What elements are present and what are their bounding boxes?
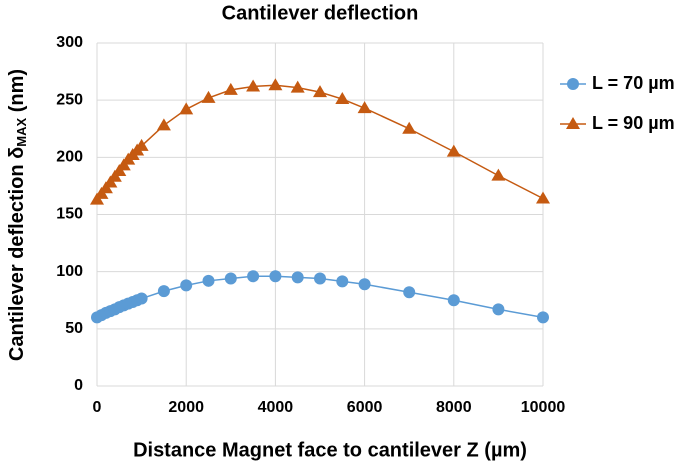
data-point — [491, 168, 506, 181]
data-point — [536, 191, 550, 204]
data-point — [202, 274, 215, 287]
data-point — [157, 285, 170, 298]
x-axis-label: Distance Magnet face to cantilever Z (µm… — [133, 439, 527, 461]
y-tick-label: 150 — [56, 206, 83, 223]
data-point — [247, 270, 260, 283]
y-label-sub: MAX — [14, 117, 29, 146]
data-point — [223, 82, 238, 95]
data-point — [358, 278, 371, 291]
legend-label: L = 70 µm — [592, 73, 675, 93]
data-point — [314, 272, 326, 285]
y-tick-label: 250 — [56, 91, 83, 108]
data-point — [291, 271, 304, 284]
data-point — [268, 78, 283, 91]
data-point — [224, 272, 237, 285]
legend-marker — [567, 78, 579, 90]
x-tick-label: 2000 — [168, 399, 204, 416]
y-tick-label: 0 — [74, 377, 83, 394]
data-point — [403, 286, 416, 299]
data-point — [313, 85, 327, 98]
data-point — [492, 303, 505, 316]
data-point — [357, 101, 372, 114]
data-point — [446, 144, 461, 157]
x-tick-label: 6000 — [347, 399, 383, 416]
data-point — [336, 275, 349, 288]
data-point — [269, 270, 282, 283]
data-point — [335, 92, 350, 105]
y-tick-label: 300 — [56, 34, 83, 51]
x-tick-label: 10000 — [521, 399, 566, 416]
y-tick-label: 50 — [65, 320, 83, 337]
y-tick-label: 200 — [56, 149, 83, 166]
series-line — [96, 84, 544, 201]
data-point — [402, 121, 417, 134]
chart-title: Cantilever deflection — [222, 2, 419, 24]
y-axis-label: Cantilever deflection δMAX (nm) — [6, 69, 29, 361]
x-tick-label: 8000 — [436, 399, 472, 416]
data-point — [156, 118, 171, 131]
data-point — [537, 311, 549, 324]
data-point — [290, 80, 305, 93]
y-tick-label: 100 — [56, 263, 83, 280]
data-point — [246, 79, 261, 92]
data-point — [180, 279, 193, 292]
legend-label: L = 90 µm — [592, 113, 675, 133]
x-tick-label: 4000 — [258, 399, 294, 416]
y-label-main: Cantilever deflection δ — [6, 147, 28, 361]
data-point — [201, 90, 216, 103]
x-tick-label: 0 — [93, 399, 102, 416]
data-point — [179, 102, 194, 115]
data-point — [135, 292, 148, 305]
data-point — [447, 294, 460, 307]
data-point — [134, 138, 149, 151]
legend-marker — [566, 117, 580, 129]
y-label-unit: (nm) — [6, 69, 28, 118]
